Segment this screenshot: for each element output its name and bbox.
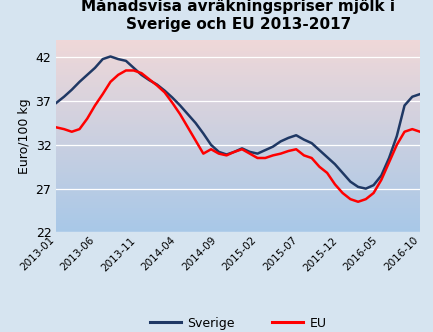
- Title: Månadsvisa avräkningspriser mjölk i
Sverige och EU 2013-2017: Månadsvisa avräkningspriser mjölk i Sver…: [81, 0, 395, 32]
- Y-axis label: Euro/100 kg: Euro/100 kg: [18, 98, 31, 174]
- Legend: Sverige, EU: Sverige, EU: [145, 312, 332, 332]
